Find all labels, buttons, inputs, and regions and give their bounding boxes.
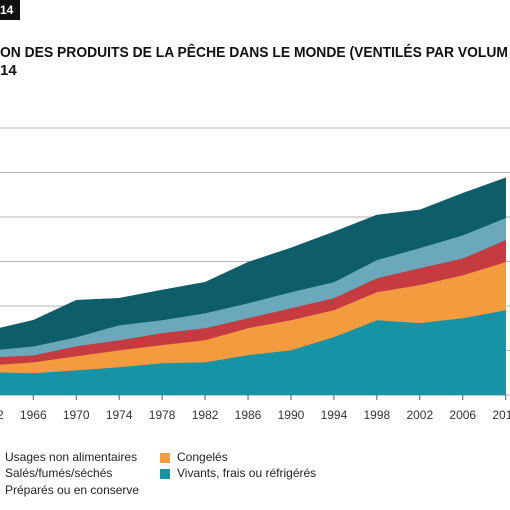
- x-tick-label: 1998: [364, 408, 391, 422]
- legend-label: Vivants, frais ou réfrigérés: [177, 466, 316, 480]
- x-tick-label: 1962: [0, 408, 4, 422]
- x-tick-label: 1994: [321, 408, 348, 422]
- x-tick-label: 1974: [106, 408, 133, 422]
- legend-label: Salés/fumés/séchés: [5, 466, 112, 480]
- legend-label: Usages non alimentaires: [5, 450, 137, 464]
- x-tick-label: 1978: [149, 408, 176, 422]
- x-tick-label: 2002: [406, 408, 433, 422]
- legend: Vivants, frais ou réfrigérés Congelés Prép…: [5, 450, 316, 497]
- x-tick-label: 1970: [63, 408, 90, 422]
- x-tick-label: 1966: [20, 408, 47, 422]
- legend-swatch: [160, 453, 170, 463]
- legend-label: Congelés: [177, 450, 228, 464]
- x-tick-label: 2010: [492, 408, 510, 422]
- figure-badge: [0, 0, 20, 20]
- areas: [0, 177, 506, 396]
- x-tick-label: 1990: [278, 408, 305, 422]
- x-tick-label: 1986: [235, 408, 262, 422]
- chart-subtitle: 14: [0, 62, 17, 79]
- area: [0, 177, 506, 350]
- x-axis: 1962 1966 1970 1974 1978 1982 1986 1990 1994 1998…: [0, 395, 510, 422]
- legend-label: Préparés ou en conserve: [5, 483, 139, 497]
- x-tick-label: 1982: [192, 408, 219, 422]
- chart-title: ON DES PRODUITS DE LA PÊCHE DANS LE MOND…: [0, 43, 508, 61]
- legend-swatch: [160, 469, 170, 479]
- x-tick-label: 2006: [449, 408, 476, 422]
- figure-label: 14: [0, 3, 14, 17]
